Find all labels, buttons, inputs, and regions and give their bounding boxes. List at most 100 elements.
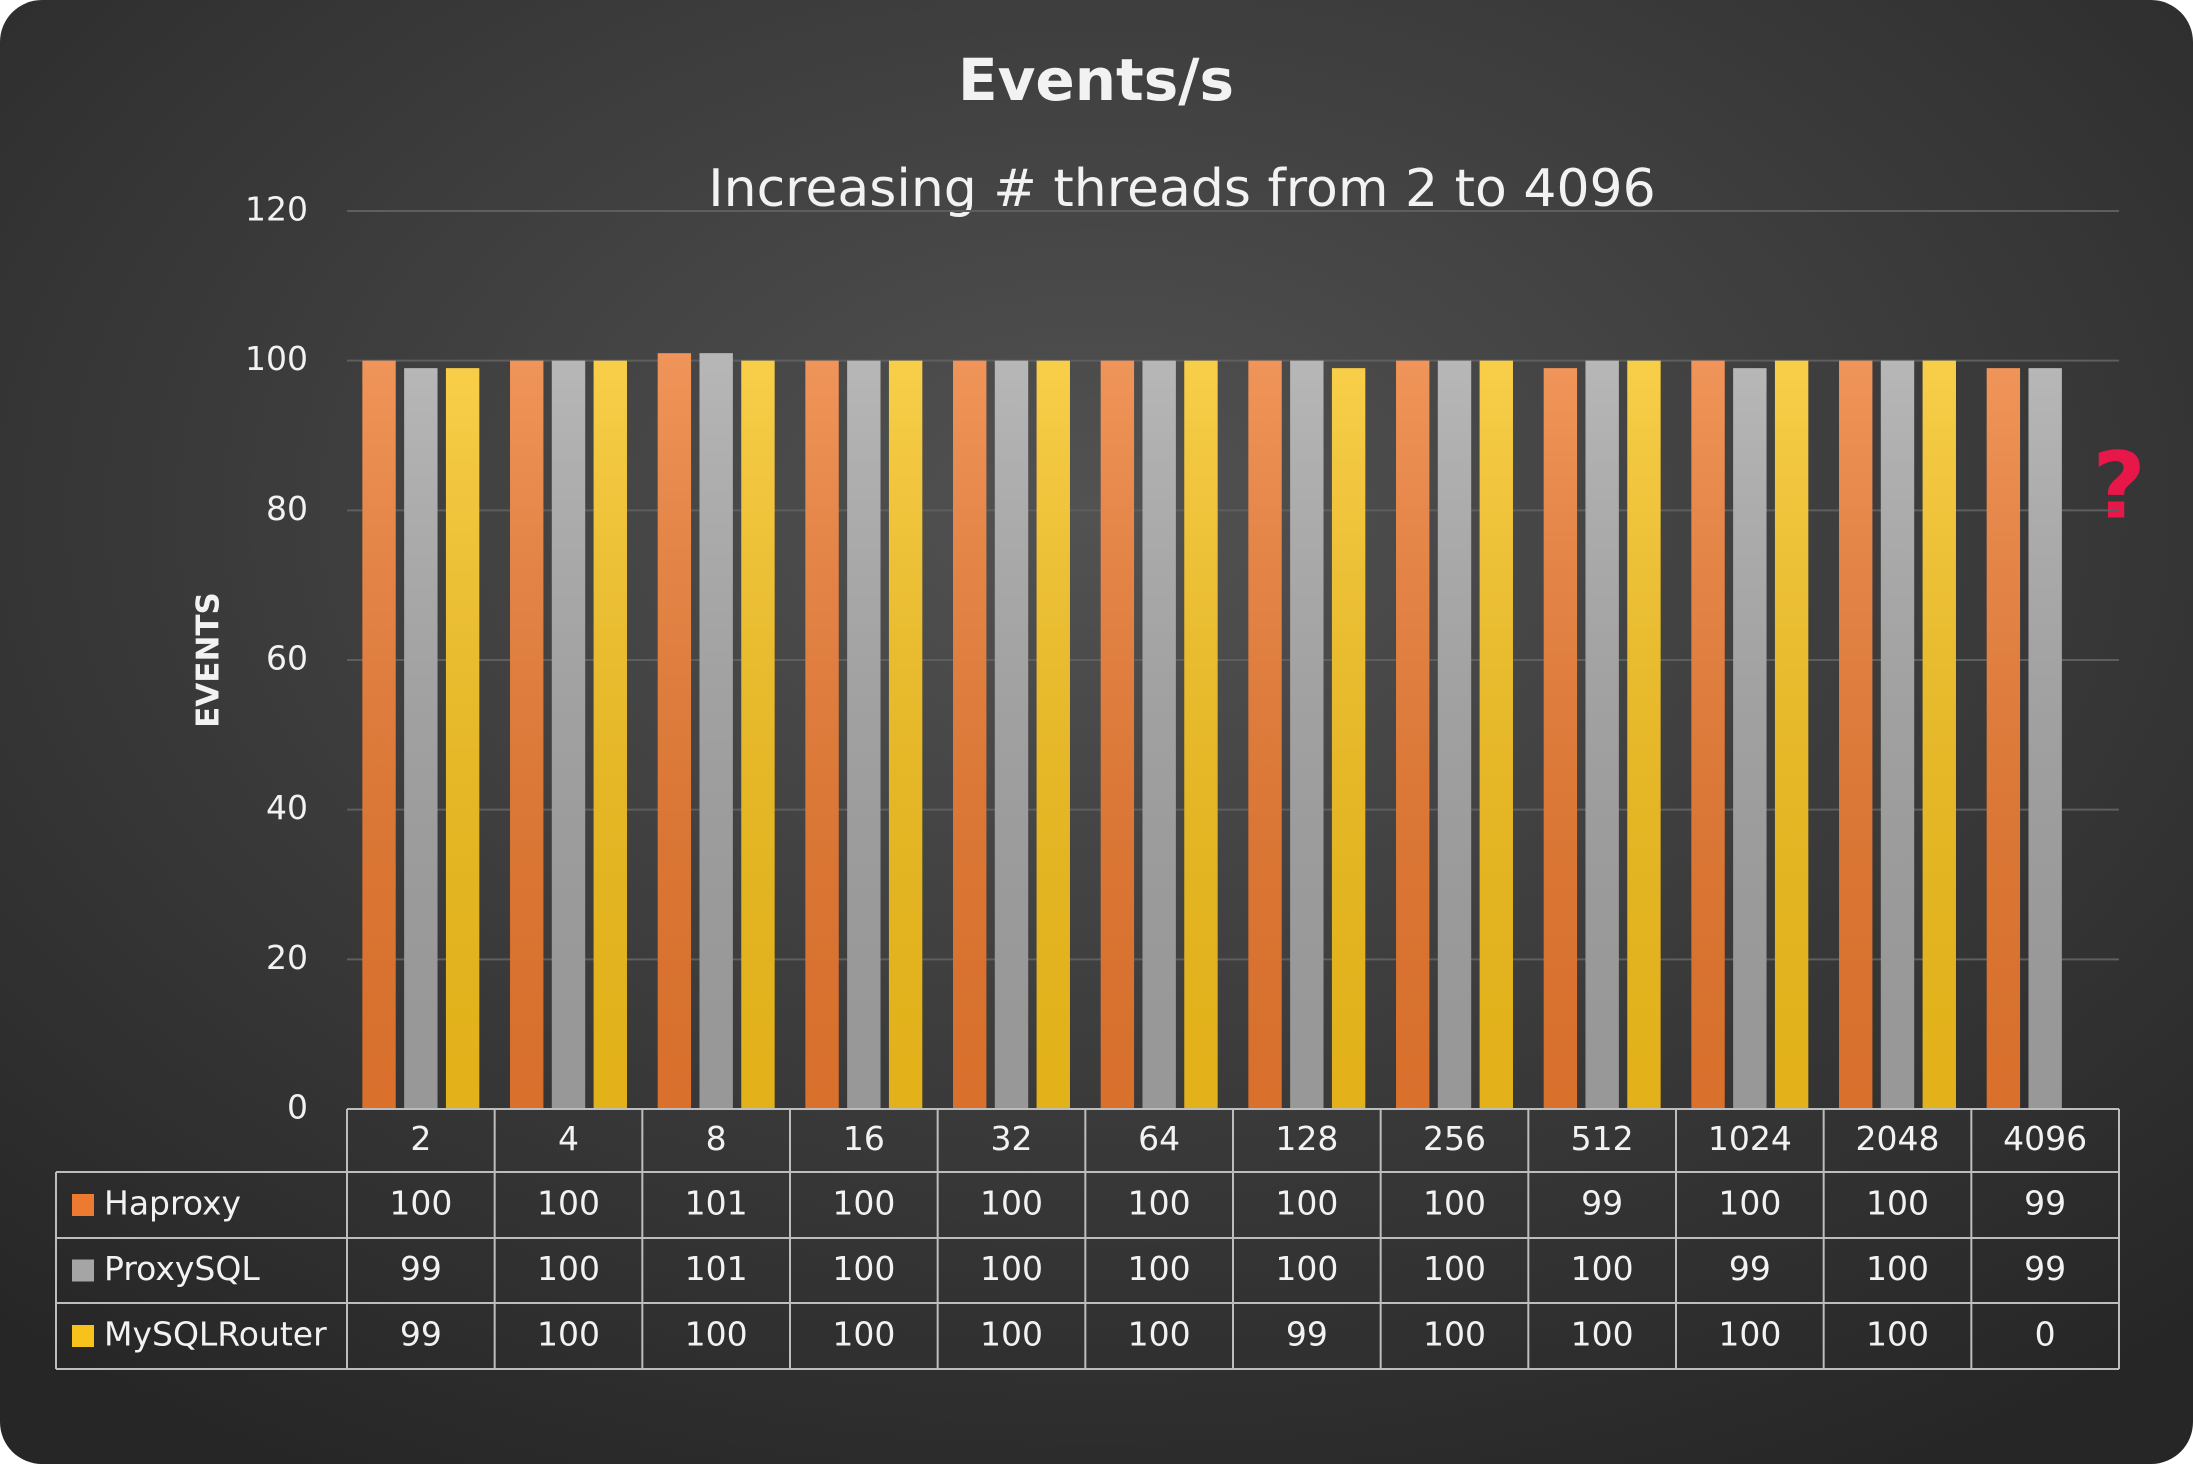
table-value: 99 [2024, 1184, 2066, 1223]
bar-shade [1396, 360, 1430, 1110]
legend-swatch [72, 1194, 94, 1216]
bar-shade [805, 360, 839, 1110]
y-tick-label: 100 [245, 339, 308, 378]
table-value: 100 [537, 1249, 600, 1288]
bar-shade [551, 360, 586, 1110]
x-tick-label: 8 [706, 1119, 727, 1158]
table-value: 99 [400, 1315, 442, 1354]
table-value: 100 [980, 1249, 1043, 1288]
table-value: 100 [1423, 1315, 1486, 1354]
chart-title: Events/s [958, 46, 1234, 114]
bar-shade [510, 360, 544, 1110]
bar-shade [1036, 360, 1070, 1110]
bar-shade [1290, 360, 1324, 1110]
x-tick-label: 1024 [1708, 1119, 1792, 1158]
x-tick-label: 512 [1571, 1119, 1634, 1158]
y-axis-label: EVENTS [191, 592, 227, 728]
table-value: 100 [1128, 1249, 1191, 1288]
bar-shade [699, 353, 733, 1109]
bar-shade [741, 360, 775, 1110]
y-tick-label: 20 [266, 938, 308, 977]
bar-shade [593, 360, 627, 1110]
bar-shade [657, 353, 692, 1109]
x-tick-label: 128 [1275, 1119, 1338, 1158]
table-value: 100 [1866, 1184, 1929, 1223]
legend-swatch [72, 1259, 94, 1282]
table-value: 99 [2024, 1249, 2066, 1288]
bar-shade [847, 360, 881, 1110]
table-value: 100 [1128, 1184, 1191, 1223]
bar-shade [1839, 360, 1873, 1110]
x-tick-label: 2 [410, 1119, 431, 1158]
table-value: 100 [980, 1184, 1043, 1223]
bar-shade [1986, 368, 2021, 1109]
y-tick-label: 120 [245, 190, 308, 229]
x-tick-label: 2048 [1856, 1119, 1940, 1158]
x-tick-label: 64 [1138, 1119, 1180, 1158]
table-value: 100 [537, 1315, 600, 1354]
bar-shade [2028, 368, 2062, 1109]
table-value: 101 [685, 1184, 748, 1223]
x-tick-label: 32 [991, 1119, 1033, 1158]
chart-subtitle: Increasing # threads from 2 to 4096 [708, 159, 1655, 219]
bar-shade [994, 360, 1029, 1110]
bar-shade [362, 360, 396, 1110]
table-value: 100 [832, 1315, 895, 1354]
bar-shade [953, 360, 987, 1110]
y-tick-label: 40 [266, 788, 308, 827]
table-value: 99 [1581, 1184, 1623, 1223]
bar-shade [1248, 360, 1282, 1110]
table-value: 100 [1571, 1249, 1634, 1288]
table-value: 99 [400, 1249, 442, 1288]
bar-shade [1331, 368, 1366, 1109]
bar-shade [1691, 360, 1725, 1110]
bar-shade [1733, 368, 1767, 1109]
bar-shade [1437, 360, 1472, 1110]
x-tick-label: 16 [843, 1119, 885, 1158]
table-value: 101 [685, 1249, 748, 1288]
bar-shade [445, 368, 480, 1109]
bar-shade [1479, 360, 1513, 1110]
table-value: 100 [980, 1315, 1043, 1354]
table-value: 100 [1718, 1315, 1781, 1354]
bar-shade [1184, 360, 1218, 1110]
bar-shade [1774, 360, 1809, 1110]
table-value: 100 [1275, 1184, 1338, 1223]
table-value: 100 [1275, 1249, 1338, 1288]
bar-shade [1922, 360, 1956, 1110]
table-value: 100 [832, 1184, 895, 1223]
bar-shade [1627, 360, 1661, 1110]
bar-shade [1543, 368, 1578, 1109]
legend-swatch [72, 1325, 94, 1347]
bar-shade [1585, 360, 1619, 1110]
table-value: 100 [537, 1184, 600, 1223]
bar-shade [1880, 360, 1915, 1110]
annotation: ? [2092, 432, 2145, 539]
y-tick-label: 60 [266, 639, 308, 678]
table-value: 100 [832, 1249, 895, 1288]
legend-label: Haproxy [104, 1184, 241, 1223]
table-value: 100 [1866, 1315, 1929, 1354]
bar-shade [1142, 360, 1176, 1110]
table-value: 100 [1423, 1184, 1486, 1223]
table-value: 100 [685, 1315, 748, 1354]
x-tick-label: 4 [558, 1119, 579, 1158]
legend-label: MySQLRouter [104, 1315, 327, 1354]
table-value: 100 [1423, 1249, 1486, 1288]
table-value: 100 [389, 1184, 452, 1223]
x-tick-label: 4096 [2003, 1119, 2087, 1158]
table-value: 100 [1718, 1184, 1781, 1223]
table-value: 100 [1571, 1315, 1634, 1354]
bar-shade [1100, 360, 1135, 1110]
bar-shade [404, 368, 438, 1109]
table-value: 99 [1286, 1315, 1328, 1354]
y-tick-label: 80 [266, 489, 308, 528]
table-value: 0 [2035, 1315, 2056, 1354]
table-value: 100 [1128, 1315, 1191, 1354]
y-tick-label: 0 [287, 1088, 308, 1127]
table-value: 100 [1866, 1249, 1929, 1288]
x-tick-label: 256 [1423, 1119, 1486, 1158]
table-value: 99 [1729, 1249, 1771, 1288]
legend-label: ProxySQL [104, 1249, 260, 1288]
